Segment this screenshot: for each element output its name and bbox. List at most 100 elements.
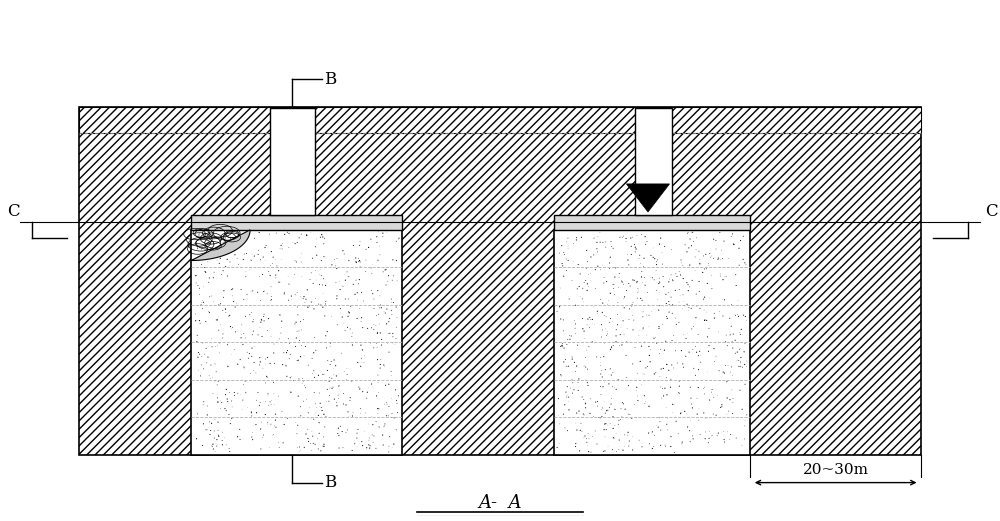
Point bbox=[707, 357, 723, 366]
Point bbox=[599, 328, 615, 336]
Point bbox=[672, 292, 688, 300]
Point bbox=[212, 339, 228, 347]
Point bbox=[592, 238, 608, 246]
Point bbox=[656, 392, 672, 400]
Point bbox=[699, 316, 715, 325]
Point bbox=[654, 260, 670, 268]
Point bbox=[646, 431, 662, 440]
Point bbox=[671, 389, 687, 397]
Point bbox=[710, 254, 726, 262]
Point bbox=[214, 398, 230, 406]
Point bbox=[576, 411, 592, 419]
Point bbox=[629, 277, 645, 286]
Point bbox=[619, 325, 635, 333]
Point bbox=[711, 328, 727, 336]
Point bbox=[628, 387, 644, 395]
Point bbox=[637, 274, 653, 282]
Point bbox=[196, 283, 212, 291]
Point bbox=[237, 234, 253, 242]
Point bbox=[718, 331, 734, 339]
Point bbox=[288, 334, 304, 342]
Point bbox=[269, 262, 285, 270]
Point bbox=[260, 418, 276, 427]
Point bbox=[357, 351, 373, 359]
Point bbox=[214, 441, 230, 449]
Point bbox=[353, 341, 369, 349]
Point bbox=[601, 380, 617, 388]
Point bbox=[638, 398, 654, 406]
Point bbox=[313, 301, 329, 309]
Point bbox=[369, 238, 385, 246]
Point bbox=[650, 423, 666, 431]
Point bbox=[267, 422, 283, 430]
Point bbox=[648, 368, 664, 377]
Point bbox=[383, 298, 399, 306]
Point bbox=[349, 429, 365, 437]
Point bbox=[345, 241, 361, 250]
Point bbox=[687, 371, 703, 379]
Point bbox=[592, 362, 608, 370]
Point bbox=[252, 361, 268, 369]
Point bbox=[290, 421, 306, 429]
Point bbox=[221, 444, 237, 453]
Point bbox=[576, 361, 592, 369]
Point bbox=[738, 363, 754, 371]
Point bbox=[573, 233, 589, 241]
Point bbox=[610, 298, 626, 306]
Point bbox=[633, 380, 649, 389]
Point bbox=[549, 443, 565, 452]
Point bbox=[664, 276, 680, 284]
Point bbox=[612, 342, 628, 350]
Point bbox=[693, 358, 709, 366]
Point bbox=[253, 315, 269, 324]
Point bbox=[590, 248, 606, 256]
Polygon shape bbox=[626, 184, 670, 212]
Point bbox=[267, 416, 283, 424]
Point bbox=[189, 414, 205, 422]
Point bbox=[619, 338, 635, 346]
Point bbox=[223, 416, 239, 425]
Point bbox=[353, 358, 369, 366]
Point bbox=[728, 434, 744, 442]
Point bbox=[627, 243, 643, 252]
Point bbox=[316, 410, 332, 418]
Point bbox=[209, 394, 225, 402]
Point bbox=[320, 356, 336, 365]
Point bbox=[279, 350, 295, 358]
Point bbox=[625, 446, 641, 454]
Point bbox=[673, 408, 689, 417]
Point bbox=[295, 377, 311, 385]
Point bbox=[366, 320, 382, 329]
Point bbox=[258, 355, 274, 363]
Point bbox=[700, 333, 716, 341]
Point bbox=[215, 330, 231, 338]
Point bbox=[215, 334, 231, 342]
Point bbox=[737, 380, 753, 389]
Point bbox=[378, 281, 394, 289]
Point bbox=[293, 326, 309, 334]
Point bbox=[650, 256, 666, 264]
Point bbox=[680, 280, 696, 289]
Point bbox=[570, 341, 586, 350]
Point bbox=[192, 350, 208, 358]
Point bbox=[382, 314, 398, 322]
Point bbox=[697, 435, 713, 443]
Point bbox=[619, 373, 635, 381]
Point bbox=[701, 341, 717, 350]
Point bbox=[364, 380, 380, 388]
Point bbox=[237, 250, 253, 258]
Point bbox=[560, 242, 576, 250]
Point bbox=[305, 432, 321, 440]
Point bbox=[201, 308, 217, 317]
Point bbox=[370, 287, 386, 295]
Point bbox=[729, 348, 745, 356]
Point bbox=[384, 410, 400, 418]
Point bbox=[558, 362, 574, 370]
Point bbox=[188, 279, 204, 287]
Point bbox=[386, 414, 402, 422]
Point bbox=[190, 281, 206, 290]
Point bbox=[368, 417, 384, 426]
Point bbox=[242, 369, 258, 378]
Point bbox=[378, 265, 394, 274]
Point bbox=[359, 394, 375, 402]
